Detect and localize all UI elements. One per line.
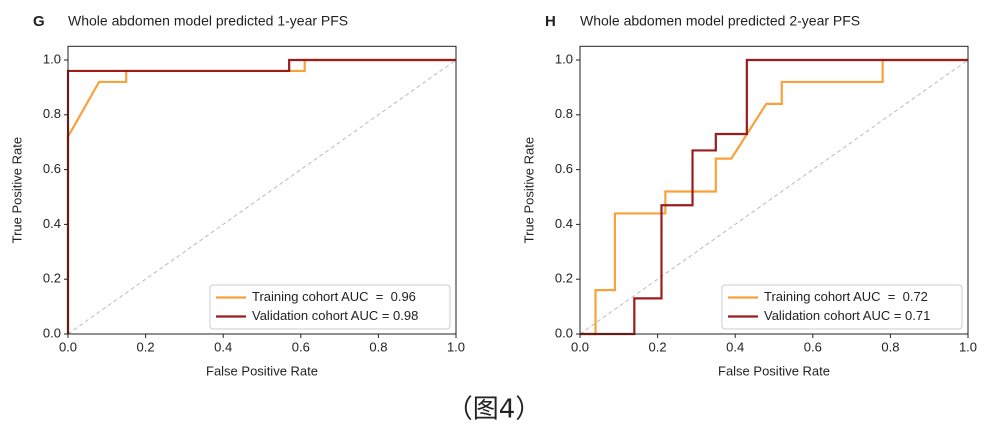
roc-line [580,58,968,336]
y-axis-label: True Positive Rate [521,137,536,243]
legend-box [721,284,963,330]
legend-label: Validation cohort AUC = 0.71 [764,308,930,323]
roc-line [580,58,968,336]
legend-label: Validation cohort AUC = 0.98 [252,308,418,323]
x-tick-label: 0.4 [214,339,232,354]
caption: （图4） [447,395,542,425]
x-tick-label: 0.8 [881,339,899,354]
x-tick-label: 0.4 [726,339,744,354]
y-tick-label: 0.2 [555,271,573,286]
panel-label: H [545,13,556,30]
panel-label: G [33,13,45,30]
y-tick-label: 0.6 [43,161,61,176]
x-tick-label: 1.0 [447,339,465,354]
x-tick-label: 0.2 [649,339,667,354]
y-tick-label: 1.0 [43,51,61,66]
legend-box [209,284,451,330]
x-tick-label: 0.0 [59,339,77,354]
chart-title: Whole abdomen model predicted 2-year PFS [580,13,860,29]
plot-frame [67,45,457,335]
y-tick-label: 0.8 [43,106,61,121]
legend-label: Training cohort AUC = 0.96 [252,289,416,304]
x-tick-label: 1.0 [959,339,977,354]
x-tick-label: 0.2 [137,339,155,354]
y-tick-label: 0.8 [555,106,573,121]
roc-line [66,58,456,334]
y-tick-label: 0.0 [43,325,61,340]
x-tick-label: 0.8 [369,339,387,354]
y-axis-label: True Positive Rate [9,137,24,243]
reference-line [579,59,969,335]
chart-title: Whole abdomen model predicted 1-year PFS [68,13,348,29]
x-axis-label: False Positive Rate [718,363,830,378]
reference-line [67,59,457,335]
y-tick-label: 0.4 [555,216,573,231]
y-tick-label: 0.6 [555,161,573,176]
plot-frame [579,45,969,335]
y-tick-label: 0.2 [43,271,61,286]
y-tick-label: 1.0 [555,51,573,66]
x-tick-label: 0.6 [804,339,822,354]
x-axis-label: False Positive Rate [206,363,318,378]
legend-label: Training cohort AUC = 0.72 [764,289,928,304]
y-tick-label: 0.0 [555,325,573,340]
x-tick-label: 0.6 [292,339,310,354]
x-tick-label: 0.0 [571,339,589,354]
y-tick-label: 0.4 [43,216,61,231]
